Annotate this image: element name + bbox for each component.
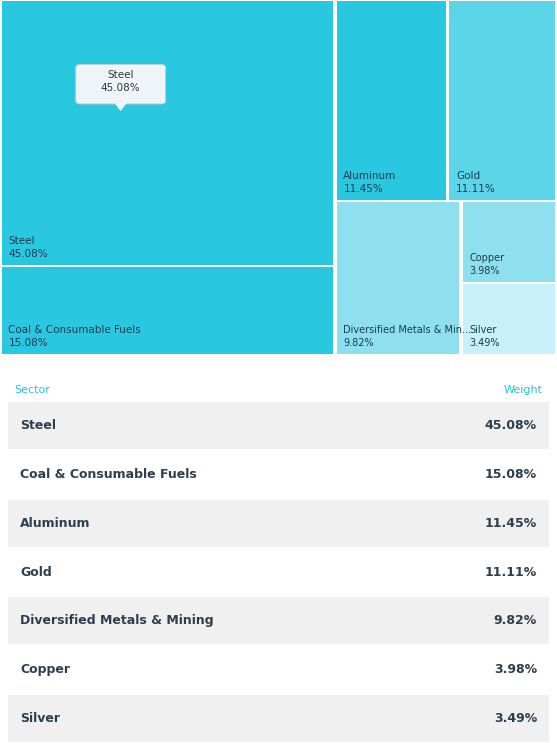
Text: Aluminum
11.45%: Aluminum 11.45% xyxy=(344,171,397,193)
FancyBboxPatch shape xyxy=(76,65,165,104)
Bar xyxy=(449,1,555,200)
Text: Copper: Copper xyxy=(20,663,70,676)
Bar xyxy=(8,597,549,644)
Bar xyxy=(8,646,549,693)
Bar xyxy=(463,202,555,282)
Bar xyxy=(2,1,334,265)
Bar xyxy=(8,402,549,449)
Text: Silver
3.49%: Silver 3.49% xyxy=(470,325,500,348)
Bar xyxy=(337,1,446,200)
Text: Diversified Metals & Min...
9.82%: Diversified Metals & Min... 9.82% xyxy=(344,325,471,348)
Text: Coal & Consumable Fuels
15.08%: Coal & Consumable Fuels 15.08% xyxy=(8,325,141,348)
Text: Diversified Metals & Mining: Diversified Metals & Mining xyxy=(20,614,214,627)
Text: Weight: Weight xyxy=(504,385,543,395)
Bar xyxy=(463,284,555,354)
Text: Aluminum: Aluminum xyxy=(20,516,90,530)
Text: Steel: Steel xyxy=(20,419,56,432)
Text: 45.08%: 45.08% xyxy=(485,419,537,432)
Text: 9.82%: 9.82% xyxy=(494,614,537,627)
Text: 3.98%: 3.98% xyxy=(494,663,537,676)
Bar xyxy=(337,202,460,354)
Bar xyxy=(8,451,549,498)
Text: 11.11%: 11.11% xyxy=(485,565,537,579)
Text: 15.08%: 15.08% xyxy=(485,468,537,481)
Polygon shape xyxy=(114,101,128,110)
Text: Silver: Silver xyxy=(20,712,60,725)
Bar xyxy=(8,500,549,547)
Bar xyxy=(2,267,334,354)
Text: Coal & Consumable Fuels: Coal & Consumable Fuels xyxy=(20,468,197,481)
Bar xyxy=(8,548,549,595)
Text: 11.45%: 11.45% xyxy=(485,516,537,530)
Text: Gold: Gold xyxy=(20,565,52,579)
Bar xyxy=(8,695,549,742)
Text: Copper
3.98%: Copper 3.98% xyxy=(470,253,505,276)
Text: Steel
45.08%: Steel 45.08% xyxy=(101,70,140,93)
Text: 3.49%: 3.49% xyxy=(494,712,537,725)
Text: Steel
45.08%: Steel 45.08% xyxy=(8,236,48,259)
Text: Sector: Sector xyxy=(14,385,50,395)
Text: Gold
11.11%: Gold 11.11% xyxy=(456,171,496,193)
